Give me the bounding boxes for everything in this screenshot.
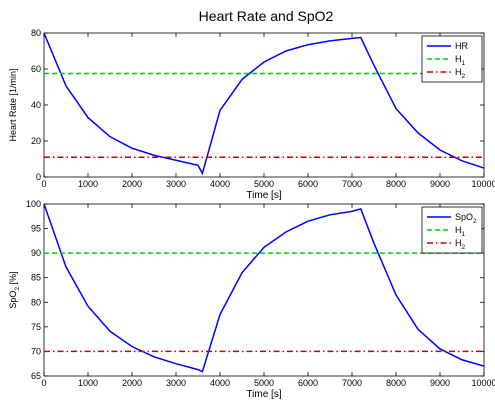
legend-label-text: HR [455,41,468,51]
spo2-plot: 0 1000 2000 3000 4000 5000 6000 7000 8000 9000 100… [8,199,495,400]
legend-label-text: SpO [455,212,473,222]
x-tick-label: 9000 [430,179,450,189]
legend-label-text: H [455,54,462,64]
x-tick-label: 3000 [166,378,186,388]
x-tick-label: 3000 [166,179,186,189]
x-tick-label: 7000 [342,378,362,388]
x-tick-label: 4000 [210,179,230,189]
series-line-hr [44,33,484,176]
legend-label: H1 [455,54,466,67]
legend-label-subscript: 1 [462,60,466,67]
x-tick-label: 10000 [471,179,495,189]
x-tick-label: 9000 [430,378,450,388]
y-axis-label: SpO2 [%] [8,271,21,308]
heart-rate-plot: 0 1000 2000 3000 4000 5000 6000 7000 8000 9000 100… [8,28,495,201]
x-tick-label: 7000 [342,179,362,189]
x-tick-label: 2000 [122,378,142,388]
y-axis-label: Heart Rate [1/min] [8,68,18,141]
series-line-spo2 [44,204,484,373]
y-axis-label-group: SpO2 [%] [8,271,21,308]
y-tick-label: 75 [31,322,41,332]
y-tick-label: 40 [31,100,41,110]
y-tick-label: 60 [31,64,41,74]
axes-box [43,32,485,178]
y-tick-label: 20 [31,136,41,146]
legend-box [421,35,483,83]
chart-title: Heart Rate and SpO2 [199,8,334,24]
x-tick-label: 1000 [78,378,98,388]
x-axis-label: Time [s] [246,190,281,201]
legend-label-text: H [455,67,462,77]
legend-label: HR [455,41,468,51]
legend-label-subscript: 2 [462,244,466,251]
x-axis-label: Time [s] [246,389,281,400]
x-tick-label: 4000 [210,378,230,388]
x-tick-label: 5000 [254,378,274,388]
y-tick-label: 80 [31,297,41,307]
y-axis-label-text: SpO [8,291,18,309]
legend-label-text: H [455,225,462,235]
y-tick-label: 70 [31,346,41,356]
x-tick-label: 1000 [78,179,98,189]
legend-label-subscript: 2 [462,73,466,80]
y-axis-label-suffix: [%] [8,271,18,287]
y-axis-label-subscript: 2 [14,287,21,291]
x-tick-label: 2000 [122,179,142,189]
y-tick-label: 80 [31,28,41,38]
x-tick-label: 10000 [471,378,495,388]
x-tick-label: 6000 [298,378,318,388]
y-tick-label: 65 [31,371,41,381]
y-axis-label-group: Heart Rate [1/min] [8,68,18,141]
x-tick-label: 8000 [386,179,406,189]
y-tick-label: 90 [31,248,41,258]
legend-label-subscript: 2 [473,218,477,225]
x-tick-label: 6000 [298,179,318,189]
x-tick-label: 5000 [254,179,274,189]
legend-label-text: H [455,238,462,248]
legend-label: H2 [455,67,466,80]
legend-label: H1 [455,225,466,238]
y-tick-label: 0 [36,172,41,182]
x-tick-label: 8000 [386,378,406,388]
axes-box [43,203,485,377]
y-tick-label: 95 [31,224,41,234]
y-tick-label: 85 [31,273,41,283]
legend-label: H2 [455,238,466,251]
x-tick-label: 0 [41,179,46,189]
y-tick-label: 100 [26,199,41,209]
legend-label-subscript: 1 [462,231,466,238]
x-tick-label: 0 [41,378,46,388]
legend-label: SpO2 [455,212,477,225]
